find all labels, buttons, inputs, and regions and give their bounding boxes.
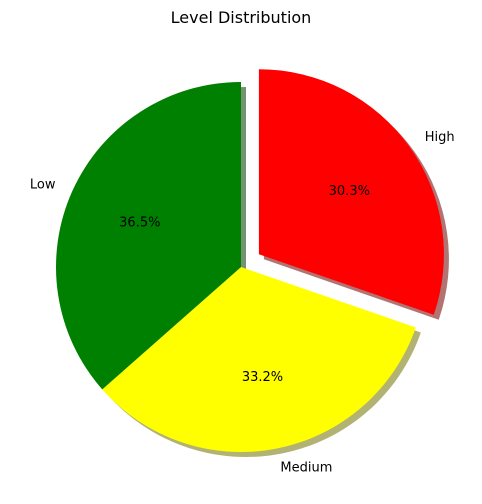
category-label-high: High xyxy=(425,130,455,145)
category-label-low: Low xyxy=(30,177,56,192)
slices xyxy=(56,69,444,452)
slice-low xyxy=(56,82,241,390)
percent-label-low: 36.5% xyxy=(119,215,160,230)
slice-high xyxy=(258,69,444,315)
slice-medium xyxy=(102,267,416,452)
percent-label-high: 30.3% xyxy=(329,184,370,199)
slice-labels: High 30.3% Medium 33.2% Low 36.5% xyxy=(30,130,455,476)
category-label-medium: Medium xyxy=(280,461,332,476)
percent-label-medium: 33.2% xyxy=(242,370,283,385)
chart-title: Level Distribution xyxy=(171,8,312,27)
